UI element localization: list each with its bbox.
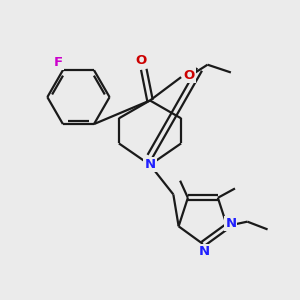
Text: O: O xyxy=(183,69,194,82)
Text: N: N xyxy=(144,158,156,171)
Text: O: O xyxy=(135,54,146,67)
Text: N: N xyxy=(199,245,210,258)
Text: N: N xyxy=(225,217,236,230)
Text: F: F xyxy=(54,56,63,69)
